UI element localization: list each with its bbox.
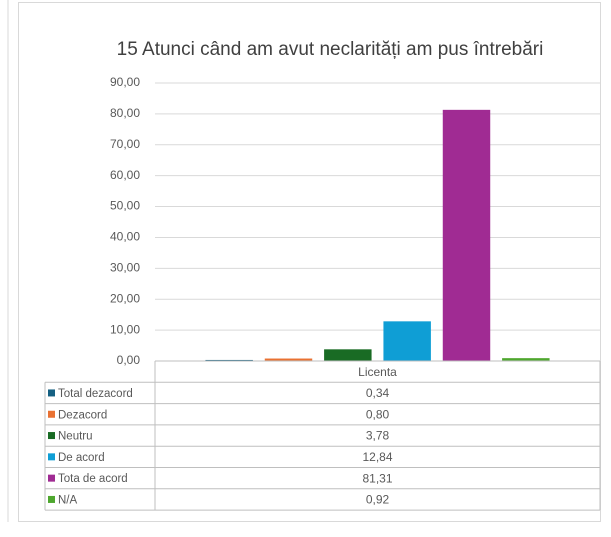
y-tick-label: 40,00 <box>110 230 140 244</box>
y-tick-label: 20,00 <box>110 291 140 305</box>
legend-key <box>48 453 55 461</box>
legend-key <box>48 495 55 503</box>
y-tick-label: 0,00 <box>117 353 141 367</box>
legend-label: Total dezacord <box>58 388 133 400</box>
table-value: 0,80 <box>366 407 390 421</box>
legend-key <box>48 389 55 397</box>
bar <box>502 358 550 361</box>
legend-label: Dezacord <box>58 409 107 421</box>
legend-key <box>48 432 55 440</box>
y-tick-label: 70,00 <box>110 137 140 151</box>
chart-area <box>18 2 601 522</box>
legend-label: Neutru <box>58 431 93 443</box>
legend-key <box>48 474 55 482</box>
table-value: 12,84 <box>362 450 392 464</box>
y-tick-label: 80,00 <box>110 106 140 120</box>
bar <box>383 321 431 361</box>
legend-label: N/A <box>58 494 78 506</box>
y-tick-label: 50,00 <box>110 199 140 213</box>
table-value: 81,31 <box>362 471 392 485</box>
bar <box>205 359 253 361</box>
legend-key <box>48 410 55 418</box>
legend-label: Tota de acord <box>58 473 128 485</box>
table-value: 0,92 <box>366 493 390 507</box>
bar <box>324 349 372 361</box>
table-header: Licenta <box>358 365 397 379</box>
y-tick-label: 30,00 <box>110 261 140 275</box>
bar <box>264 358 313 361</box>
table-value: 3,78 <box>366 429 390 443</box>
y-tick-label: 60,00 <box>110 168 140 182</box>
legend-label: De acord <box>58 452 105 464</box>
bar <box>442 109 491 362</box>
table-value: 0,34 <box>366 386 390 400</box>
y-tick-label: 10,00 <box>110 322 140 336</box>
y-tick-label: 90,00 <box>110 75 140 89</box>
chart-title: 15 Atunci când am avut neclarități am pu… <box>117 39 544 60</box>
